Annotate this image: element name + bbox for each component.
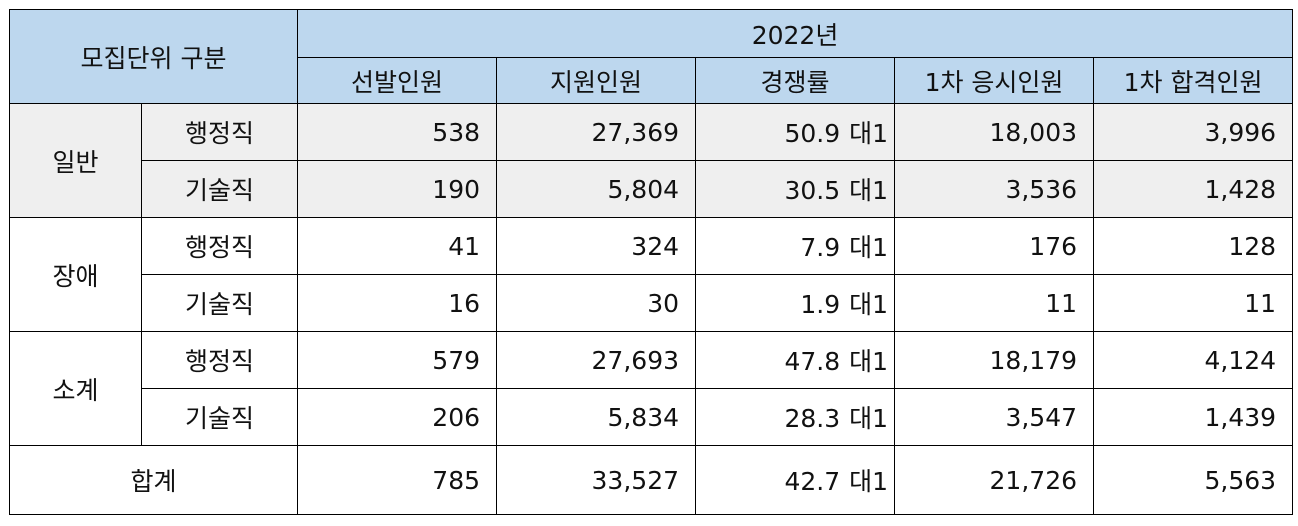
unit-header: 모집단위 구분 (8, 9, 299, 104)
cell-selected: 41 (297, 217, 498, 275)
cell-ratio: 30.5 대1 (695, 160, 896, 218)
total-applicants: 33,527 (496, 445, 697, 515)
ratio-unit: 대1 (849, 467, 889, 496)
col-header-first-pass: 1차 합격인원 (1093, 57, 1294, 104)
ratio-unit: 대1 (849, 290, 889, 319)
ratio-unit: 대1 (849, 233, 889, 262)
total-label: 합계 (8, 445, 299, 515)
ratio-unit: 대1 (849, 404, 889, 433)
ratio-value: 50.9 (784, 119, 841, 148)
cell-first-exam: 3,547 (894, 388, 1095, 446)
total-ratio: 42.7 대1 (695, 445, 896, 515)
table-row: 장애 행정직 41 324 7.9 대1 176 128 (9, 217, 1294, 332)
cell-ratio: 7.9 대1 (695, 217, 896, 275)
cell-first-exam: 176 (894, 217, 1095, 275)
col-header-applicants: 지원인원 (496, 57, 697, 104)
table-row: 일반 행정직 538 27,369 50.9 대1 18,003 3,996 (9, 103, 1294, 218)
year-header: 2022년 (297, 9, 1294, 58)
ratio-unit: 대1 (849, 347, 889, 376)
cell-applicants: 5,804 (496, 160, 697, 218)
cell-applicants: 324 (496, 217, 697, 275)
total-row: 합계 785 33,527 42.7 대1 21,726 5,563 (8, 445, 1294, 515)
cell-ratio: 1.9 대1 (695, 274, 896, 332)
job-type: 행정직 (140, 103, 299, 161)
ratio-value: 7.9 (800, 233, 841, 262)
cell-selected: 206 (297, 388, 498, 446)
job-type: 행정직 (140, 217, 299, 275)
ratio-value: 28.3 (784, 404, 841, 433)
cell-first-exam: 3,536 (894, 160, 1095, 218)
ratio-value: 42.7 (784, 467, 841, 496)
cell-applicants: 5,834 (496, 388, 697, 446)
cell-first-pass: 3,996 (1093, 103, 1294, 161)
cell-ratio: 50.9 대1 (695, 103, 896, 161)
cell-first-pass: 4,124 (1093, 331, 1294, 389)
total-first-exam: 21,726 (894, 445, 1095, 515)
ratio-unit: 대1 (849, 176, 889, 205)
group-label: 장애 (9, 217, 142, 332)
table-row: 기술직 190 5,804 30.5 대1 3,536 1,428 (10, 160, 1294, 218)
cell-first-pass: 1,439 (1093, 388, 1294, 446)
table-row: 기술직 206 5,834 28.3 대1 3,547 1,439 (10, 388, 1294, 446)
table-row: 소계 행정직 579 27,693 47.8 대1 18,179 4,124 (9, 331, 1294, 446)
cell-first-pass: 1,428 (1093, 160, 1294, 218)
group-label: 소계 (9, 331, 142, 446)
cell-first-pass: 128 (1093, 217, 1294, 275)
job-type: 기술직 (140, 388, 299, 446)
ratio-value: 30.5 (784, 176, 841, 205)
col-header-first-exam: 1차 응시인원 (894, 57, 1095, 104)
ratio-unit: 대1 (849, 119, 889, 148)
job-type: 기술직 (140, 160, 299, 218)
cell-applicants: 27,369 (496, 103, 697, 161)
cell-first-pass: 11 (1093, 274, 1294, 332)
ratio-value: 47.8 (784, 347, 841, 376)
cell-first-exam: 18,179 (894, 331, 1095, 389)
cell-selected: 16 (297, 274, 498, 332)
table-row: 기술직 16 30 1.9 대1 11 11 (10, 274, 1294, 332)
recruitment-table: 모집단위 구분 2022년 선발인원 지원인원 경쟁률 1차 응시인원 1차 합… (8, 9, 1294, 515)
cell-selected: 538 (297, 103, 498, 161)
job-type: 행정직 (140, 331, 299, 389)
cell-applicants: 27,693 (496, 331, 697, 389)
cell-first-exam: 18,003 (894, 103, 1095, 161)
cell-ratio: 47.8 대1 (695, 331, 896, 389)
total-selected: 785 (297, 445, 498, 515)
cell-selected: 579 (297, 331, 498, 389)
job-type: 기술직 (140, 274, 299, 332)
ratio-value: 1.9 (800, 290, 841, 319)
cell-first-exam: 11 (894, 274, 1095, 332)
col-header-selected: 선발인원 (297, 57, 498, 104)
col-header-ratio: 경쟁률 (695, 57, 896, 104)
cell-selected: 190 (297, 160, 498, 218)
group-label: 일반 (9, 103, 142, 218)
total-first-pass: 5,563 (1093, 445, 1294, 515)
cell-applicants: 30 (496, 274, 697, 332)
cell-ratio: 28.3 대1 (695, 388, 896, 446)
